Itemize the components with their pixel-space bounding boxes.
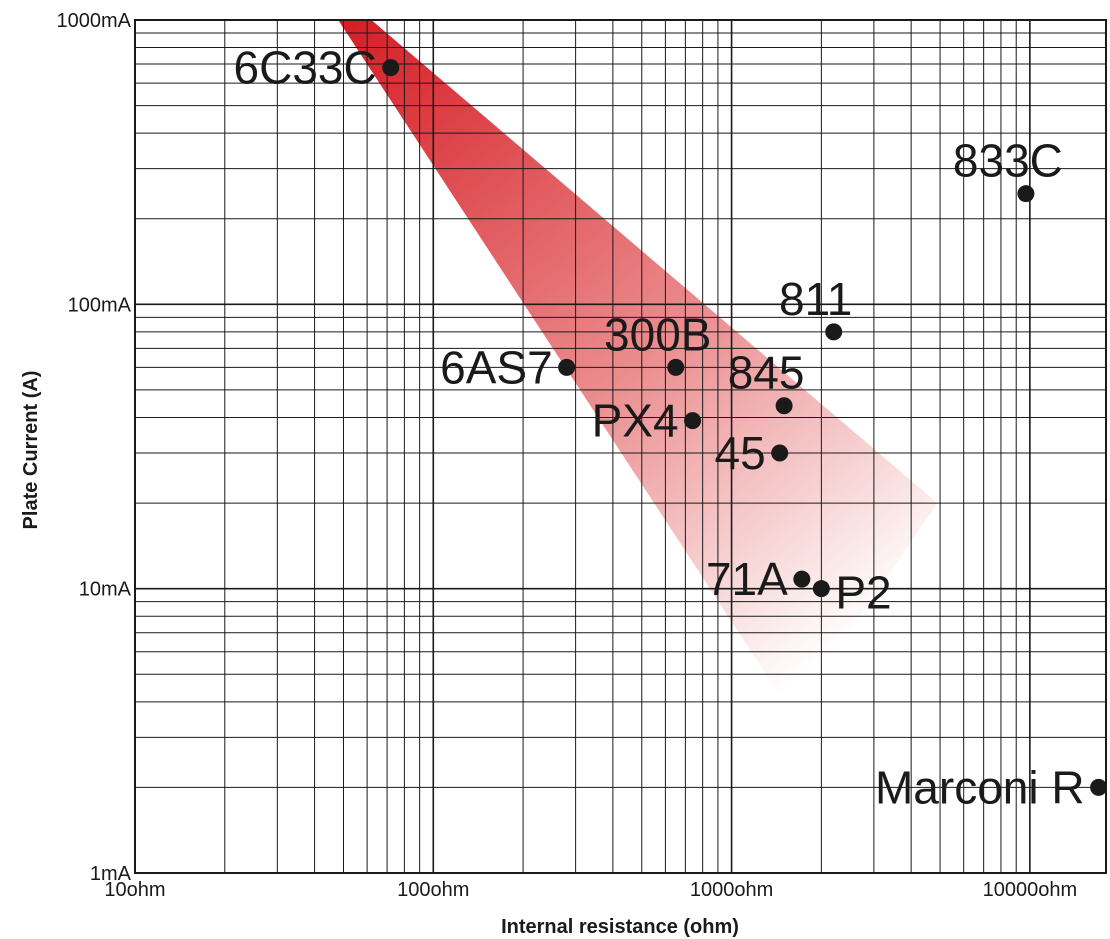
data-point-label: 845 <box>728 347 805 399</box>
data-point-label: P2 <box>835 567 891 619</box>
y-tick-label: 1000mA <box>57 10 132 32</box>
y-tick-label: 1mA <box>90 863 132 885</box>
y-tick-label: 10mA <box>79 579 132 601</box>
data-point-label: Marconi R <box>875 761 1085 813</box>
x-tick-label: 10000ohm <box>983 879 1078 901</box>
tick-label-layer: 10ohm 100ohm 1000ohm 10000ohm 1mA 10mA 100mA 10… <box>57 10 1078 901</box>
data-point-label: 71A <box>706 553 788 605</box>
y-axis-title: Plate Current (A) <box>20 371 42 530</box>
data-point-layer: 6C33C 833C 811 300B 6AS7 845 PX4 45 71A P2 Marconi… <box>234 42 1108 813</box>
x-axis-title: Internal resistance (ohm) <box>501 916 739 938</box>
data-point-label: 6AS7 <box>440 341 553 393</box>
y-tick-label: 100mA <box>68 294 132 316</box>
data-point <box>382 59 400 77</box>
data-point-label: 811 <box>779 273 852 325</box>
data-point <box>771 444 789 462</box>
data-point-label: 300B <box>604 308 711 360</box>
x-tick-label: 10ohm <box>104 879 165 901</box>
data-point <box>667 358 685 376</box>
data-point <box>1017 185 1035 203</box>
plot-frame <box>134 19 1107 874</box>
data-point-label: 833C <box>953 135 1063 187</box>
data-point-label: 45 <box>715 427 766 479</box>
data-point <box>825 323 843 341</box>
x-tick-label: 1000ohm <box>690 879 773 901</box>
data-point <box>1090 778 1108 796</box>
data-point <box>793 570 811 588</box>
x-tick-label: 100ohm <box>397 879 469 901</box>
data-point-label: PX4 <box>592 395 679 447</box>
data-point-label: 6C33C <box>234 42 377 94</box>
data-point <box>684 412 702 430</box>
data-point <box>775 397 793 415</box>
data-point <box>812 580 830 598</box>
data-point <box>558 358 576 376</box>
